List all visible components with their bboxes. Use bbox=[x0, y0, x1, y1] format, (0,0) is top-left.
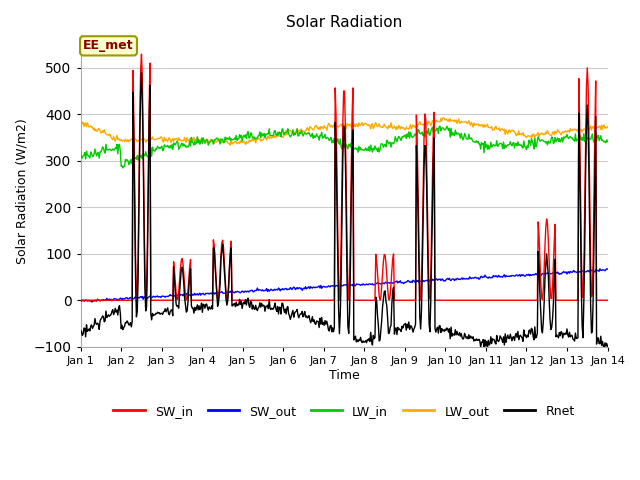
Y-axis label: Solar Radiation (W/m2): Solar Radiation (W/m2) bbox=[15, 118, 28, 264]
Text: EE_met: EE_met bbox=[83, 39, 134, 52]
Legend: SW_in, SW_out, LW_in, LW_out, Rnet: SW_in, SW_out, LW_in, LW_out, Rnet bbox=[108, 400, 580, 423]
Title: Solar Radiation: Solar Radiation bbox=[286, 15, 402, 30]
X-axis label: Time: Time bbox=[329, 369, 360, 382]
